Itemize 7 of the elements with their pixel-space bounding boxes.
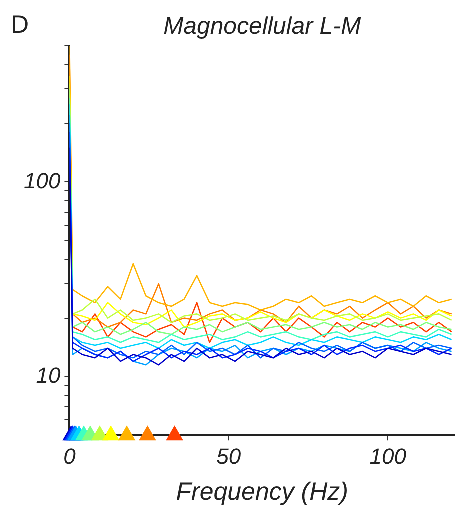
x-axis-title: Frequency (Hz) xyxy=(176,478,348,506)
x-tick-label: 100 xyxy=(370,444,408,469)
text: D xyxy=(11,11,30,39)
x-tick-label: 50 xyxy=(216,444,242,469)
chart-title: Magnocellular L-M xyxy=(164,13,362,40)
y-tick-label: 10 xyxy=(36,363,62,388)
x-tick-label: 0 xyxy=(64,444,77,469)
